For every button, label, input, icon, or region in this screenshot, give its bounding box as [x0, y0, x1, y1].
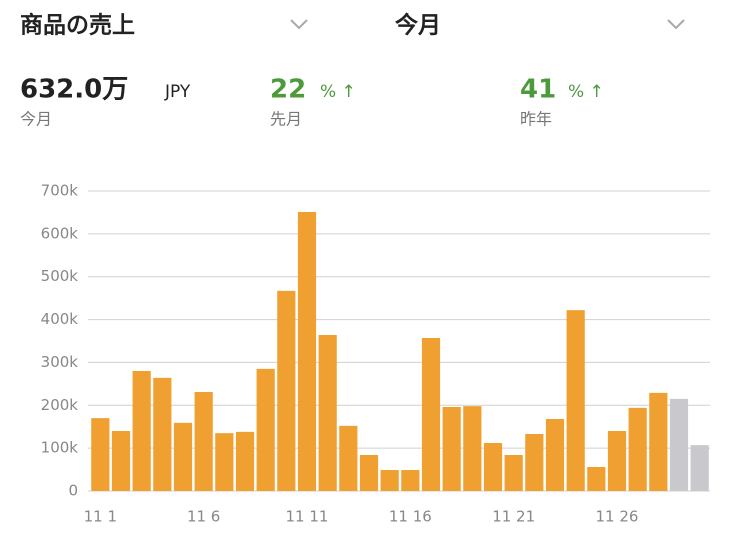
bar — [545, 419, 565, 491]
stat-label: 先月 — [270, 110, 302, 129]
x-tick-label: 11 26 — [596, 508, 639, 526]
x-tick-label: 11 1 — [84, 508, 117, 526]
metric-selector[interactable]: 商品の売上 — [20, 12, 135, 39]
bar — [297, 212, 317, 491]
y-tick-label: 500k — [41, 267, 79, 285]
y-tick-label: 400k — [41, 310, 79, 328]
bar — [463, 406, 482, 491]
bar — [132, 371, 151, 491]
bar — [525, 434, 544, 491]
stat-unit: % ↑ — [320, 82, 356, 102]
y-tick-label: 100k — [41, 439, 79, 457]
bar — [153, 377, 172, 491]
bar — [587, 467, 606, 491]
stat-value: 632.0万 — [20, 75, 128, 105]
bar — [607, 431, 627, 491]
bar — [339, 425, 358, 491]
x-tick-label: 11 11 — [286, 508, 329, 526]
y-tick-label: 700k — [41, 182, 79, 200]
bar — [359, 455, 379, 491]
bar — [628, 407, 647, 491]
bar — [649, 392, 668, 491]
bar — [566, 310, 585, 491]
stat-value: 41 — [520, 75, 556, 105]
stat-label: 今月 — [20, 110, 52, 129]
x-tick-label: 11 16 — [389, 508, 432, 526]
bar — [318, 335, 337, 491]
bar — [442, 407, 461, 491]
bar — [380, 470, 399, 491]
y-tick-label: 0 — [68, 482, 78, 500]
bar — [504, 455, 523, 491]
y-tick-label: 200k — [41, 396, 79, 414]
stat-unit: JPY — [164, 82, 191, 102]
bar — [421, 338, 441, 491]
bar — [235, 431, 255, 491]
bar — [277, 290, 296, 491]
bar — [194, 392, 213, 491]
y-tick-label: 300k — [41, 353, 79, 371]
bar — [215, 433, 234, 491]
bar — [91, 418, 110, 491]
bar — [256, 368, 275, 491]
bar — [690, 445, 709, 491]
stat-unit: % ↑ — [568, 82, 604, 102]
stat-value: 22 — [270, 75, 306, 105]
y-tick-label: 600k — [41, 224, 79, 242]
bar — [173, 422, 193, 491]
period-selector[interactable]: 今月 — [395, 12, 441, 39]
x-tick-label: 11 6 — [187, 508, 220, 526]
chevron[interactable] — [667, 19, 685, 30]
bar — [483, 443, 503, 491]
bar — [111, 431, 131, 491]
bar — [669, 398, 689, 491]
bar — [401, 470, 420, 491]
chevron[interactable] — [290, 19, 308, 30]
x-tick-label: 11 21 — [492, 508, 535, 526]
stat-label: 昨年 — [520, 110, 552, 129]
